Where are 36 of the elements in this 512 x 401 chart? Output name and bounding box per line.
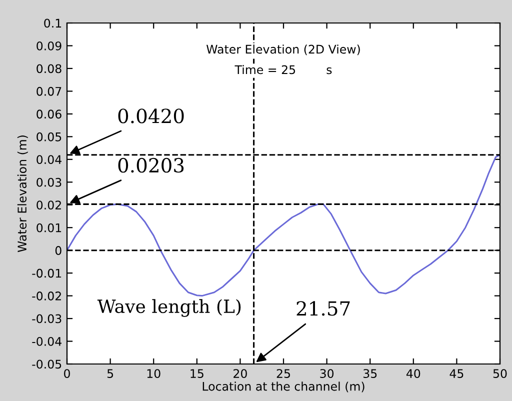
ref-line-label: 0.0420 [118, 108, 184, 124]
ref-line-label: 0.0203 [118, 158, 184, 173]
y-tick-label: -0.01 [32, 268, 62, 278]
annotation: Wave length (L) [97, 299, 241, 317]
y-tick-label: -0.03 [32, 314, 62, 324]
x-tick-label: 35 [363, 369, 377, 378]
y-tick-label: 0.09 [36, 41, 62, 50]
y-tick-label: 0.08 [36, 64, 62, 74]
text: Time = 25 s [234, 65, 332, 74]
y-tick-label: -0.05 [32, 360, 62, 369]
x-tick-label: 30 [320, 369, 334, 378]
y-tick-label: 0.01 [36, 223, 62, 232]
x-tick-label: 5 [107, 369, 114, 378]
y-tick-label: 0.02 [36, 200, 61, 210]
x-tick-label: 20 [234, 369, 247, 378]
y-tick-label: 0.1 [44, 18, 62, 28]
x-tick-label: 40 [406, 369, 420, 378]
x-tick-label: 50 [493, 369, 507, 378]
x-tick-label: 0 [64, 369, 70, 378]
y-tick-label: 0 [55, 246, 62, 255]
y-tick-label: 0.07 [36, 86, 62, 96]
y-tick-label: 0.06 [36, 110, 62, 119]
y-tick-label: 0.04 [36, 155, 62, 164]
text: Water Elevation (2D View) [206, 44, 360, 56]
x-axis-title: Location at the channel (m) [202, 382, 364, 392]
y-tick-label: -0.02 [32, 292, 61, 300]
x-tick-label: 10 [147, 369, 160, 378]
x-tick-label: 45 [450, 369, 464, 378]
line-series [67, 154, 500, 297]
y-tick-label: 0.05 [36, 132, 62, 142]
ref-line-label: 21.57 [296, 301, 350, 316]
y-tick-label: -0.04 [32, 336, 62, 346]
y-tick-label: 0.03 [36, 178, 62, 187]
y-axis-title: Water Elevation (m) [17, 136, 28, 252]
x-tick-label: 15 [190, 369, 204, 378]
x-tick-label: 25 [276, 369, 290, 378]
